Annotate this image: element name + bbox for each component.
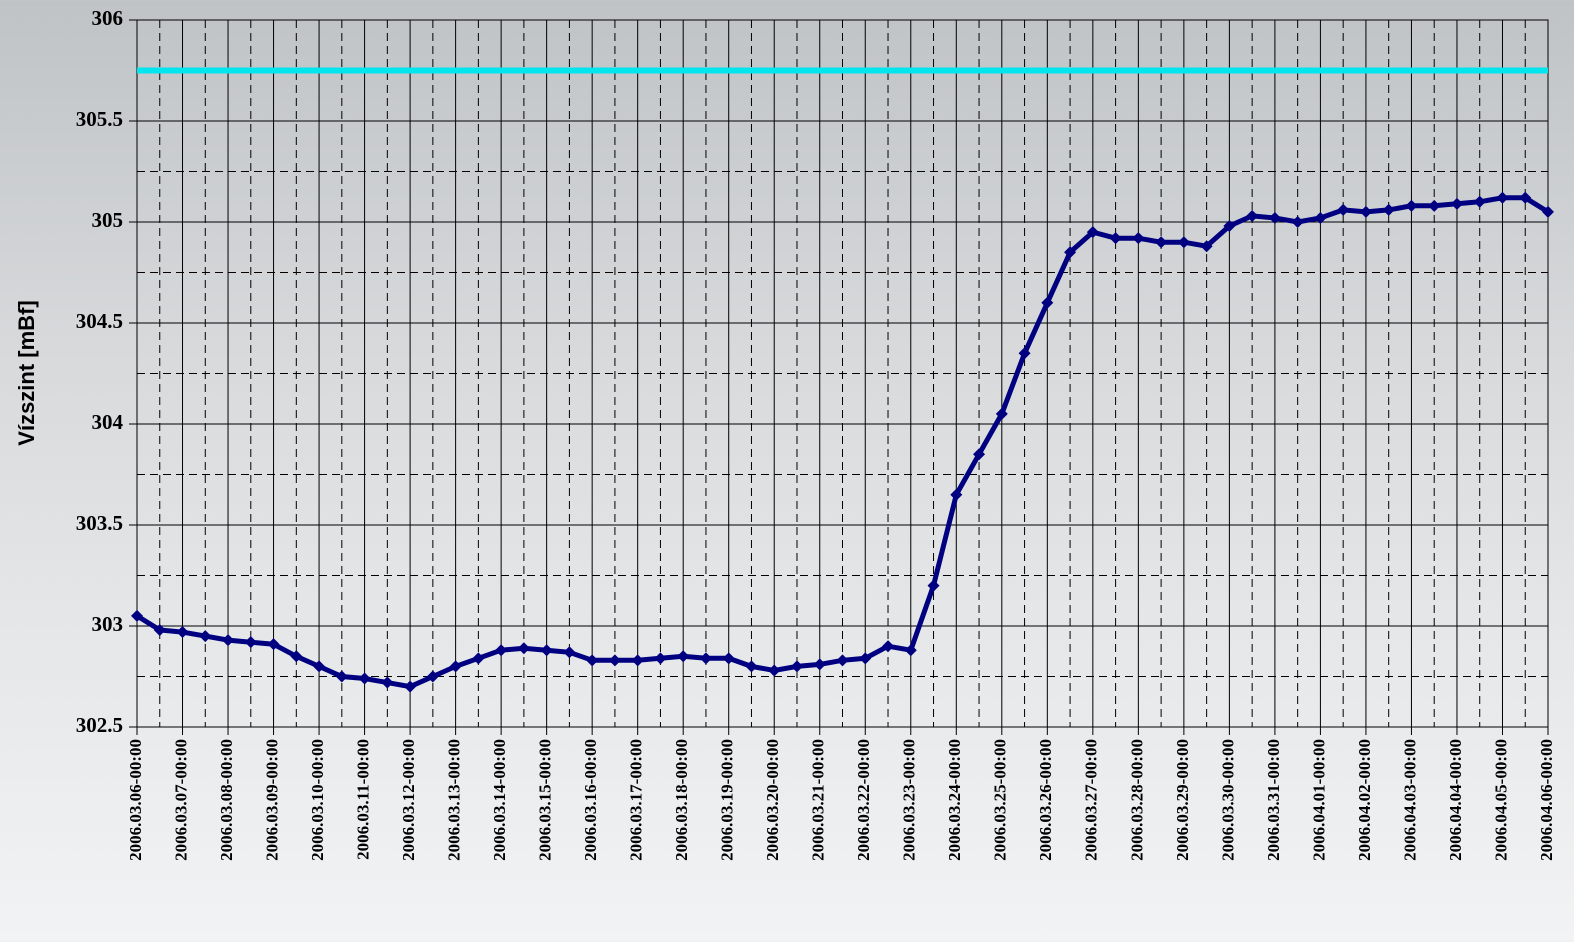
x-tick-label: 2006.03.31-00:00 — [1264, 739, 1283, 861]
x-tick-label: 2006.04.04-00:00 — [1446, 739, 1465, 861]
marker — [1155, 236, 1167, 248]
marker — [791, 660, 803, 672]
x-tick-label: 2006.03.11-00:00 — [353, 739, 372, 860]
x-tick-label: 2006.03.28-00:00 — [1127, 739, 1146, 861]
marker — [654, 652, 666, 664]
marker — [472, 652, 484, 664]
marker — [1337, 204, 1349, 216]
marker — [1383, 204, 1395, 216]
x-tick-label: 2006.04.01-00:00 — [1309, 739, 1328, 861]
marker — [745, 660, 757, 672]
x-tick-label: 2006.03.20-00:00 — [763, 739, 782, 861]
marker — [1110, 232, 1122, 244]
marker — [586, 654, 598, 666]
marker — [677, 650, 689, 662]
marker — [1451, 198, 1463, 210]
x-tick-label: 2006.03.07-00:00 — [171, 739, 190, 861]
marker — [1132, 232, 1144, 244]
x-tick-label: 2006.03.15-00:00 — [536, 739, 555, 861]
marker — [1428, 200, 1440, 212]
marker — [609, 654, 621, 666]
marker — [495, 644, 507, 656]
y-tick-label: 306 — [92, 6, 124, 30]
marker — [1292, 216, 1304, 228]
x-tick-label: 2006.03.26-00:00 — [1036, 739, 1055, 861]
marker — [1405, 200, 1417, 212]
x-tick-label: 2006.03.14-00:00 — [490, 739, 509, 861]
x-tick-label: 2006.03.09-00:00 — [262, 739, 281, 861]
marker — [359, 673, 371, 685]
marker — [245, 636, 257, 648]
marker — [199, 630, 211, 642]
marker — [518, 642, 530, 654]
marker — [837, 654, 849, 666]
marker — [541, 644, 553, 656]
marker — [632, 654, 644, 666]
marker — [814, 658, 826, 670]
chart: Vízszint [mBf] 302.5 303 303.5 304 304.5 305 3… — [0, 0, 1574, 942]
marker — [381, 677, 393, 689]
x-tick-label: 2006.03.23-00:00 — [900, 739, 919, 861]
x-tick-label: 2006.03.27-00:00 — [1082, 739, 1101, 861]
x-tick-label: 2006.03.08-00:00 — [217, 739, 236, 861]
x-tick-label: 2006.03.16-00:00 — [581, 739, 600, 861]
y-axis-title: Vízszint [mBf] — [14, 300, 39, 445]
x-tick-label: 2006.03.18-00:00 — [672, 739, 691, 861]
marker — [1360, 206, 1372, 218]
x-tick-label: 2006.03.10-00:00 — [308, 739, 327, 861]
marker — [1474, 196, 1486, 208]
y-tick-label: 304 — [92, 410, 124, 434]
x-tick-label: 2006.03.12-00:00 — [399, 739, 418, 861]
y-tick-label: 304.5 — [76, 309, 123, 333]
marker — [723, 652, 735, 664]
marker — [222, 634, 234, 646]
y-tick-label: 305.5 — [76, 107, 123, 131]
marker — [700, 652, 712, 664]
y-tick-label: 303.5 — [76, 511, 123, 535]
x-tick-label: 2006.03.24-00:00 — [945, 739, 964, 861]
marker — [905, 644, 917, 656]
x-tick-label: 2006.03.13-00:00 — [445, 739, 464, 861]
x-tick-label: 2006.04.06-00:00 — [1537, 739, 1556, 861]
x-tick-label: 2006.04.03-00:00 — [1400, 739, 1419, 861]
y-tick-label: 303 — [92, 612, 124, 636]
marker — [1178, 236, 1190, 248]
page: {"chart_data":{"type":"line","y_label":"… — [0, 0, 1574, 942]
marker — [768, 664, 780, 676]
x-tick-label: 2006.03.29-00:00 — [1173, 739, 1192, 861]
y-tick-label: 302.5 — [76, 713, 123, 737]
marker — [563, 646, 575, 658]
x-tick-label: 2006.03.19-00:00 — [718, 739, 737, 861]
x-tick-label: 2006.03.06-00:00 — [126, 739, 145, 861]
marker — [177, 626, 189, 638]
x-tick-label: 2006.03.30-00:00 — [1218, 739, 1237, 861]
y-tick-label: 305 — [92, 208, 124, 232]
x-tick-label: 2006.03.22-00:00 — [854, 739, 873, 861]
marker — [1496, 192, 1508, 204]
x-tick-label: 2006.03.17-00:00 — [627, 739, 646, 861]
x-tick-label: 2006.03.21-00:00 — [809, 739, 828, 861]
x-tick-label: 2006.03.25-00:00 — [991, 739, 1010, 861]
x-tick-label: 2006.04.05-00:00 — [1491, 739, 1510, 861]
marker — [928, 580, 940, 592]
x-tick-label: 2006.04.02-00:00 — [1355, 739, 1374, 861]
